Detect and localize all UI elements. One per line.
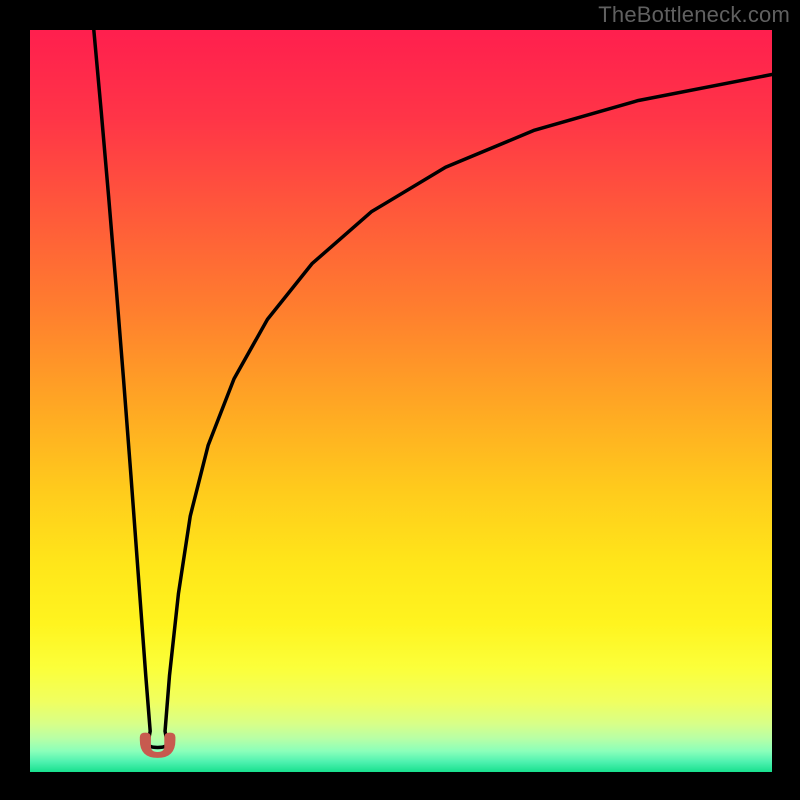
plot-area	[30, 30, 772, 772]
gradient-background	[30, 30, 772, 772]
chart-svg	[30, 30, 772, 772]
watermark-text: TheBottleneck.com	[598, 2, 790, 28]
chart-container: TheBottleneck.com	[0, 0, 800, 800]
